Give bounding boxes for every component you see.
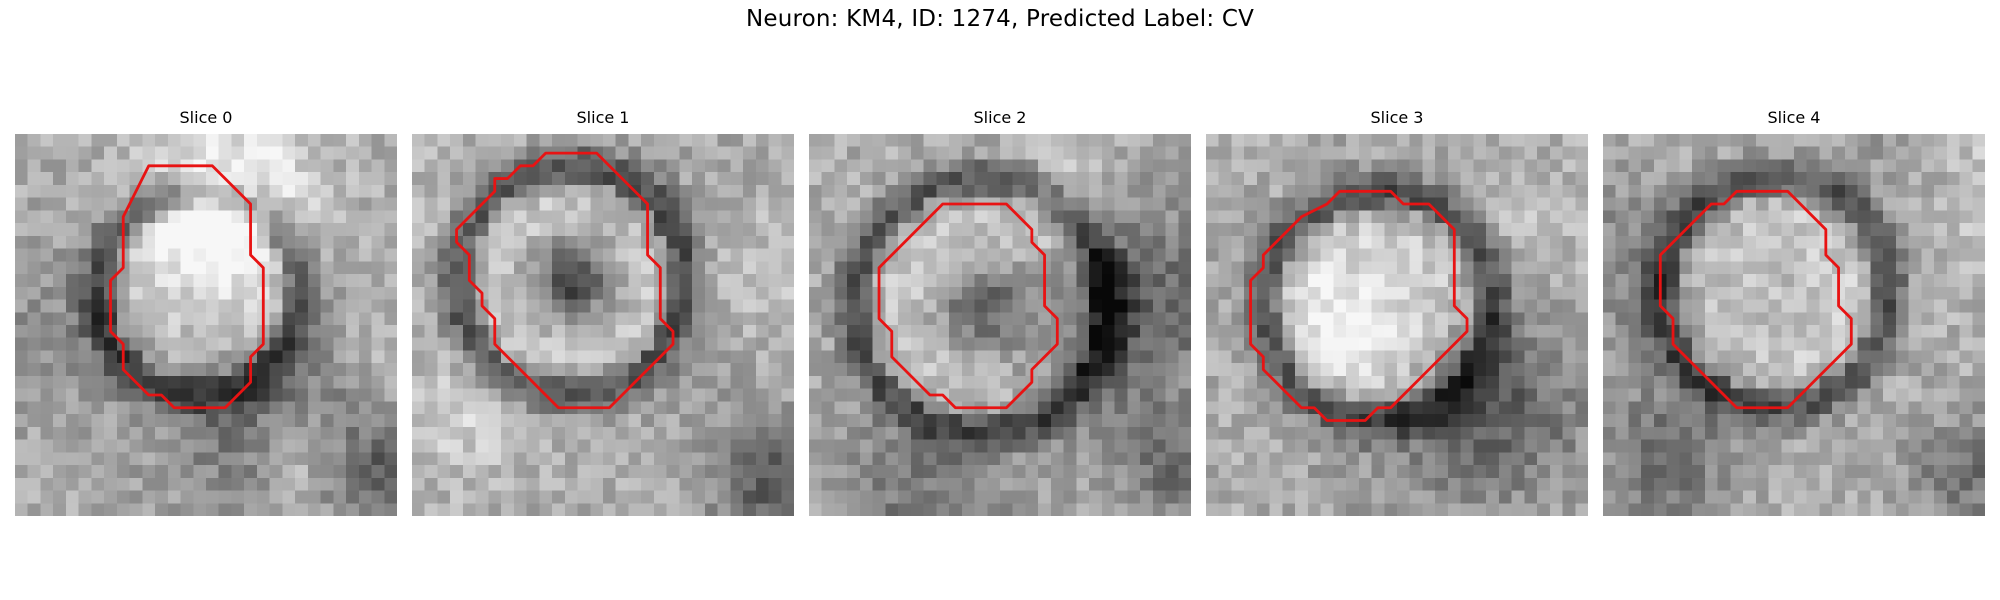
slice-image — [412, 134, 794, 516]
roi-contour-line — [877, 202, 1059, 410]
figure-title: Neuron: KM4, ID: 1274, Predicted Label: … — [745, 6, 1255, 32]
slice-title: Slice 3 — [1370, 108, 1424, 127]
roi-contour — [1249, 189, 1469, 422]
slice-title: Slice 2 — [973, 108, 1027, 127]
roi-contour — [1658, 189, 1853, 410]
roi-contour-line — [1249, 189, 1469, 422]
roi-contour — [109, 164, 265, 410]
slice-title: Slice 4 — [1767, 108, 1821, 127]
roi-contour-line — [109, 164, 265, 410]
slice-title: Slice 0 — [179, 108, 233, 127]
roi-contour — [877, 202, 1059, 410]
slice-image — [809, 134, 1191, 516]
roi-contour-line — [455, 151, 675, 410]
slice-image — [15, 134, 397, 516]
slice-title: Slice 1 — [576, 108, 630, 127]
roi-contour — [455, 151, 675, 410]
roi-contour-line — [1658, 189, 1853, 410]
